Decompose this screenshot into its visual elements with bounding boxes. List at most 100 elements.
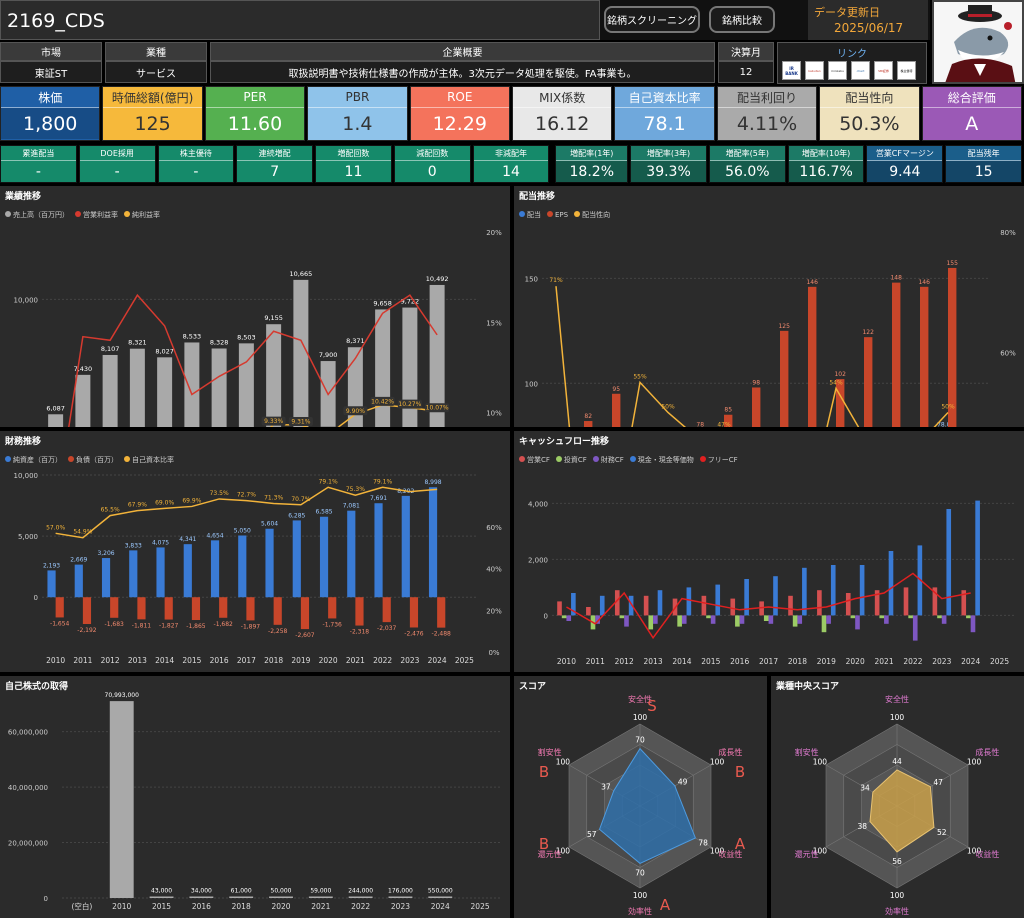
investing-cf-bar [648, 615, 654, 630]
sales-label: 9,722 [401, 298, 420, 306]
link-minkabu[interactable]: minkabu [828, 61, 847, 80]
buyback-bar [348, 896, 373, 898]
x-tick-label: 2022 [373, 656, 392, 665]
operating-cf-bar [730, 598, 736, 616]
eps-label: 98 [752, 379, 760, 386]
operating-cf-bar [903, 587, 909, 616]
metric-label: 累進配当 [1, 146, 76, 161]
liabilities-label: -1,682 [214, 621, 234, 628]
link-sbi[interactable]: SBI証券 [874, 61, 893, 80]
link-irbank[interactable]: IR BANK [782, 61, 801, 80]
screening-button[interactable]: 銘柄スクリーニング [604, 6, 700, 33]
kpi-label: 時価総額(億円) [103, 87, 202, 108]
financing-cf-bar [970, 615, 976, 633]
net-margin-label: 10.42% [371, 398, 394, 405]
x-tick-label: 2018 [788, 657, 807, 666]
sales-label: 8,328 [210, 338, 229, 346]
buyback-panel: 自己株式の取得 0 20,000,000 40,000,000 60,000,000 7… [0, 676, 510, 918]
radar-value: 47 [933, 778, 943, 787]
market-value: 東証ST [0, 61, 102, 83]
net-assets-bar [101, 558, 111, 598]
radar-axis-label: 安全性 [628, 694, 652, 704]
operating-cf-bar [788, 595, 793, 616]
metric-label: 増配率(10年) [788, 146, 864, 161]
y-tick-label: 100 [525, 380, 538, 388]
metric-card: 営業CFマージン 9.44 [866, 145, 944, 183]
buyback-chart: 0 20,000,000 40,000,000 60,000,000 70,993,00… [8, 692, 500, 911]
buyback-label: 176,000 [388, 888, 413, 895]
net-margin-label-bg [425, 403, 450, 413]
cash-bar [830, 565, 836, 616]
metric-label: 増配回数 [316, 146, 391, 161]
link-yutai[interactable]: 株主優待 [897, 61, 916, 80]
metric-label: 株主優待 [158, 146, 234, 161]
industry-label: 業種 [105, 42, 207, 61]
buyback-label: 550,000 [428, 887, 453, 894]
financing-cf-bar [624, 615, 629, 627]
radar-value: 56 [892, 857, 902, 866]
liabilities-bar [273, 597, 282, 625]
cash-bar [773, 576, 778, 616]
eps-bar [752, 387, 761, 427]
y-tick-label: 0 [34, 594, 38, 602]
buyback-bar [229, 896, 254, 898]
equity-ratio-label: 72.7% [237, 492, 256, 499]
x-tick-label: 2025 [455, 656, 474, 665]
kpi-label: 配当利回り [717, 87, 817, 108]
sales-label: 10,492 [426, 275, 449, 283]
y-tick-label: 10,000 [14, 472, 39, 480]
sales-bar [48, 414, 64, 427]
operating-cf-bar [845, 593, 851, 616]
radar-value: 52 [937, 828, 947, 837]
x-tick-label: 2017 [237, 656, 256, 665]
x-tick-label: 2020 [319, 656, 338, 665]
liabilities-bar [300, 597, 310, 630]
liabilities-bar [191, 597, 201, 621]
metric-card: 配当残年 15 [945, 145, 1022, 183]
x-tick-label: 2016 [730, 657, 749, 666]
equity-ratio-label: 65.5% [101, 507, 120, 514]
metric-card: 増配率(10年) 116.7% [787, 145, 865, 183]
sales-bar [157, 357, 173, 427]
link-chart[interactable]: chart [851, 61, 870, 80]
investing-cf-bar [792, 615, 798, 627]
equity-ratio-label: 69.0% [155, 499, 174, 506]
financing-cf-bar [595, 615, 600, 624]
radar-max-label: 100 [710, 758, 725, 767]
metric-card: 累進配当 - [0, 145, 77, 183]
metric-card: 増配率(3年) 39.3% [630, 145, 707, 183]
links-box: リンク IR BANK kabutan minkabu chart SBI証券 … [777, 42, 927, 84]
dividend-label: 78.0 [937, 421, 951, 427]
liabilities-label: -1,654 [50, 620, 70, 627]
liabilities-label: -1,865 [186, 623, 206, 630]
investing-cf-bar [966, 615, 971, 619]
metric-value: 39.3% [631, 161, 706, 183]
eps-bar [612, 393, 621, 427]
payout-label: 47% [717, 422, 731, 427]
x-tick-label: 2021 [875, 657, 894, 666]
x-tick-label: 2014 [155, 656, 174, 665]
kpi-label: 配当性向 [820, 87, 919, 108]
compare-button[interactable]: 銘柄比較 [709, 6, 775, 33]
x-tick-label: 2010 [46, 656, 65, 665]
investing-cf-bar [850, 615, 856, 619]
industry-score-title: 業種中央スコア [776, 682, 840, 692]
x-tick-label: 2015 [182, 656, 201, 665]
radar-axis-label: 効率性 [885, 906, 909, 916]
link-kabutan[interactable]: kabutan [805, 61, 824, 80]
radar-axis-label: 割安性 [795, 747, 819, 757]
kpi-label: 自己資本比率 [615, 87, 714, 108]
net-margin-label-bg [370, 396, 395, 406]
sales-bar [266, 324, 282, 427]
y-tick-label: 4,000 [528, 500, 548, 508]
metric-label: 減配回数 [394, 146, 470, 161]
buyback-bar [109, 701, 134, 898]
eps-label: 102 [834, 371, 846, 378]
cash-bar [859, 565, 865, 616]
kpi-value: 125 [134, 112, 171, 135]
x-tick-label: 2021 [346, 656, 365, 665]
score-panel: スコア 70 49 78 70 57 37 100 安全性 100 成長性 100 収益性 100 効率性… [514, 676, 767, 918]
financing-cf-bar [941, 615, 947, 624]
x-tick-label: 2024 [431, 902, 450, 911]
operating-cf-bar [874, 590, 880, 616]
